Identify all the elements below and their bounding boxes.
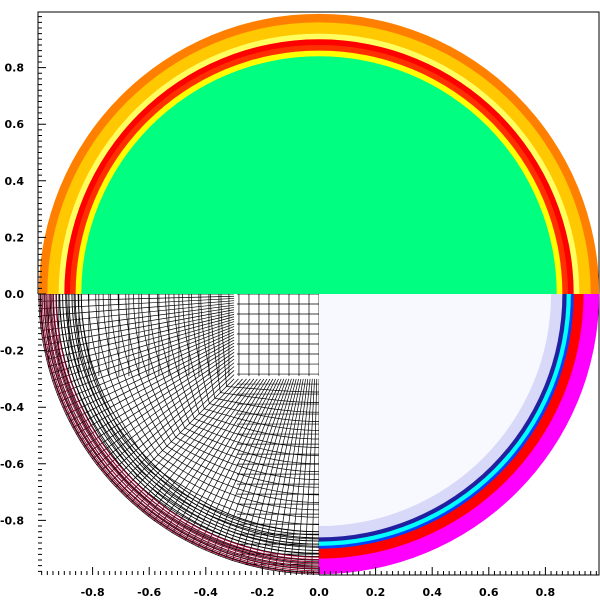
bottom-right-field	[319, 294, 600, 575]
y-tick-label: 0.6	[5, 118, 25, 131]
x-tick-label: -0.6	[137, 586, 161, 599]
y-tick-label: 0.4	[5, 175, 25, 188]
x-tick-label: -0.4	[194, 586, 218, 599]
y-tick-label: 0.8	[5, 62, 25, 75]
mesh-radial-lines	[38, 294, 319, 575]
top-field-core	[81, 56, 557, 294]
br-field-core	[319, 294, 551, 526]
bottom-left-mesh	[0, 294, 319, 600]
x-tick-label: 0.2	[366, 586, 386, 599]
axes: -0.8 -0.6 -0.4 -0.2 0.0 0.2 0.4 0.6 0.8 -0.8 -0.6 -…	[0, 16, 597, 599]
top-half-field	[38, 13, 600, 294]
mesh-outer-lines	[39, 294, 319, 574]
y-tick-label: 0.0	[5, 288, 25, 301]
x-tick-label: 0.6	[479, 586, 499, 599]
x-tick-label: 0.4	[422, 586, 442, 599]
y-tick-label: -0.8	[0, 514, 24, 527]
mesh-background	[0, 294, 319, 600]
x-tick-label: 0.8	[536, 586, 556, 599]
y-tick-label: -0.4	[0, 401, 24, 414]
x-tick-label: -0.2	[250, 586, 274, 599]
x-tick-label: 0.0	[309, 586, 329, 599]
x-tick-label: -0.8	[81, 586, 105, 599]
y-tick-label: 0.2	[5, 231, 25, 244]
y-tick-label: -0.2	[0, 345, 24, 358]
axis-ticks	[38, 16, 597, 575]
y-tick-label: -0.6	[0, 458, 24, 471]
